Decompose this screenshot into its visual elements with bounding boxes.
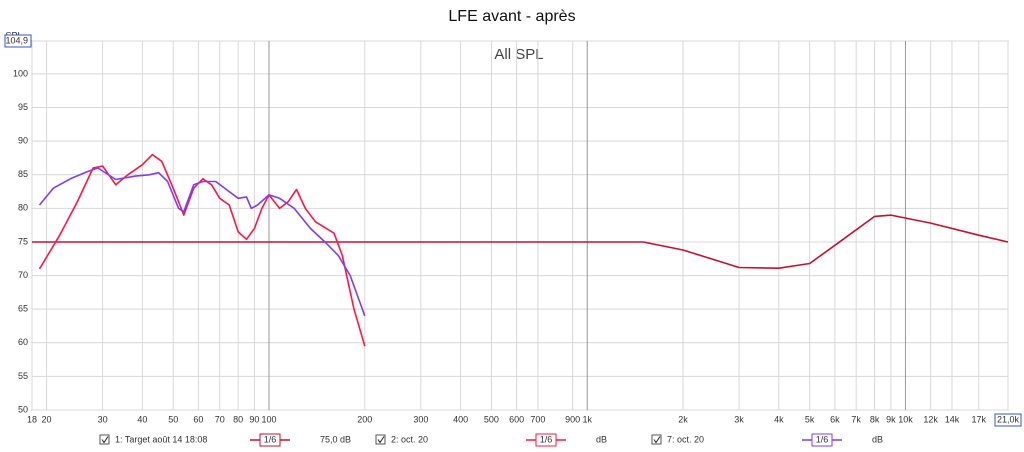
legend-smoothing-box	[811, 433, 833, 447]
annotation: All SPL	[494, 46, 543, 63]
x-tick-label: 6k	[830, 414, 840, 424]
legend-checkbox[interactable]	[99, 434, 110, 445]
x-tick-label: 100	[261, 414, 276, 424]
x-tick-label: 7k	[851, 414, 861, 424]
x-tick-label: 200	[357, 414, 372, 424]
tick-box	[4, 34, 32, 48]
y-tick-label: 95	[18, 102, 28, 112]
y-tick-label: 75	[18, 236, 28, 246]
chart-title: LFE avant - après	[448, 8, 575, 25]
legend-smoothing: 1/6	[540, 434, 553, 444]
x-tick-label: 4k	[774, 414, 784, 424]
series-line	[38, 153, 366, 347]
legend-offset: dB	[596, 434, 607, 444]
x-tick-label: 40	[137, 414, 147, 424]
x-tick-label: 12k	[923, 414, 938, 424]
x-tick-label: 10k	[898, 414, 913, 424]
y-tick-label: 65	[18, 304, 28, 314]
legend-checkbox[interactable]	[375, 434, 386, 445]
legend-smoothing: 1/6	[816, 434, 829, 444]
x-tick-label: 60	[193, 414, 203, 424]
legend-checkbox[interactable]	[651, 434, 662, 445]
x-tick-label: 50	[168, 414, 178, 424]
x-tick-label: 8k	[870, 414, 880, 424]
y-tick-label: 100	[13, 68, 28, 78]
y-tick-label: 85	[18, 169, 28, 179]
x-tick-label: 5k	[805, 414, 815, 424]
legend-check	[653, 436, 661, 444]
x-tick-label: 900	[565, 414, 580, 424]
x-tick-label: 90	[249, 414, 259, 424]
x-tick-label: 400	[453, 414, 468, 424]
x-tick-label: 2k	[678, 414, 688, 424]
legend-label: 1: Target août 14 18:08	[115, 434, 207, 444]
y-tick-label: 70	[18, 270, 28, 280]
y-tick-label: 80	[18, 203, 28, 213]
x-tick-label: 21,0k	[997, 414, 1020, 424]
series-line	[32, 214, 1009, 269]
series-line	[38, 167, 366, 317]
x-tick-label: 30	[98, 414, 108, 424]
x-tick-label: 70	[215, 414, 225, 424]
x-tick-label: 3k	[734, 414, 744, 424]
x-tick-label: 1k	[582, 414, 592, 424]
legend-smoothing: 1/6	[264, 434, 277, 444]
legend-offset: dB	[872, 434, 883, 444]
x-tick-label: 80	[233, 414, 243, 424]
y-tick-label: 90	[18, 136, 28, 146]
legend-smoothing-box	[535, 433, 557, 447]
x-tick-label: 600	[509, 414, 524, 424]
x-tick-label: 9k	[886, 414, 896, 424]
x-tick-label: 500	[484, 414, 499, 424]
plot-area	[31, 40, 1009, 411]
legend-label: 7: oct. 20	[667, 434, 704, 444]
legend-label: 2: oct. 20	[391, 434, 428, 444]
x-tick-label: 14k	[945, 414, 960, 424]
x-tick-label: 700	[530, 414, 545, 424]
x-tick-label: 18	[27, 414, 37, 424]
y-tick-label: 50	[18, 404, 28, 414]
x-tick-label: 17k	[972, 414, 987, 424]
x-tick-label: 300	[413, 414, 428, 424]
y-tick-label: 104,9	[5, 35, 28, 45]
x-tick-label: 20	[42, 414, 52, 424]
legend-check	[101, 436, 109, 444]
y-tick-label: 55	[18, 371, 28, 381]
y-tick-label: 60	[18, 337, 28, 347]
legend-check	[377, 436, 385, 444]
legend-smoothing-box	[259, 433, 281, 447]
tick-box	[994, 413, 1022, 427]
legend-offset: 75,0 dB	[320, 434, 351, 444]
